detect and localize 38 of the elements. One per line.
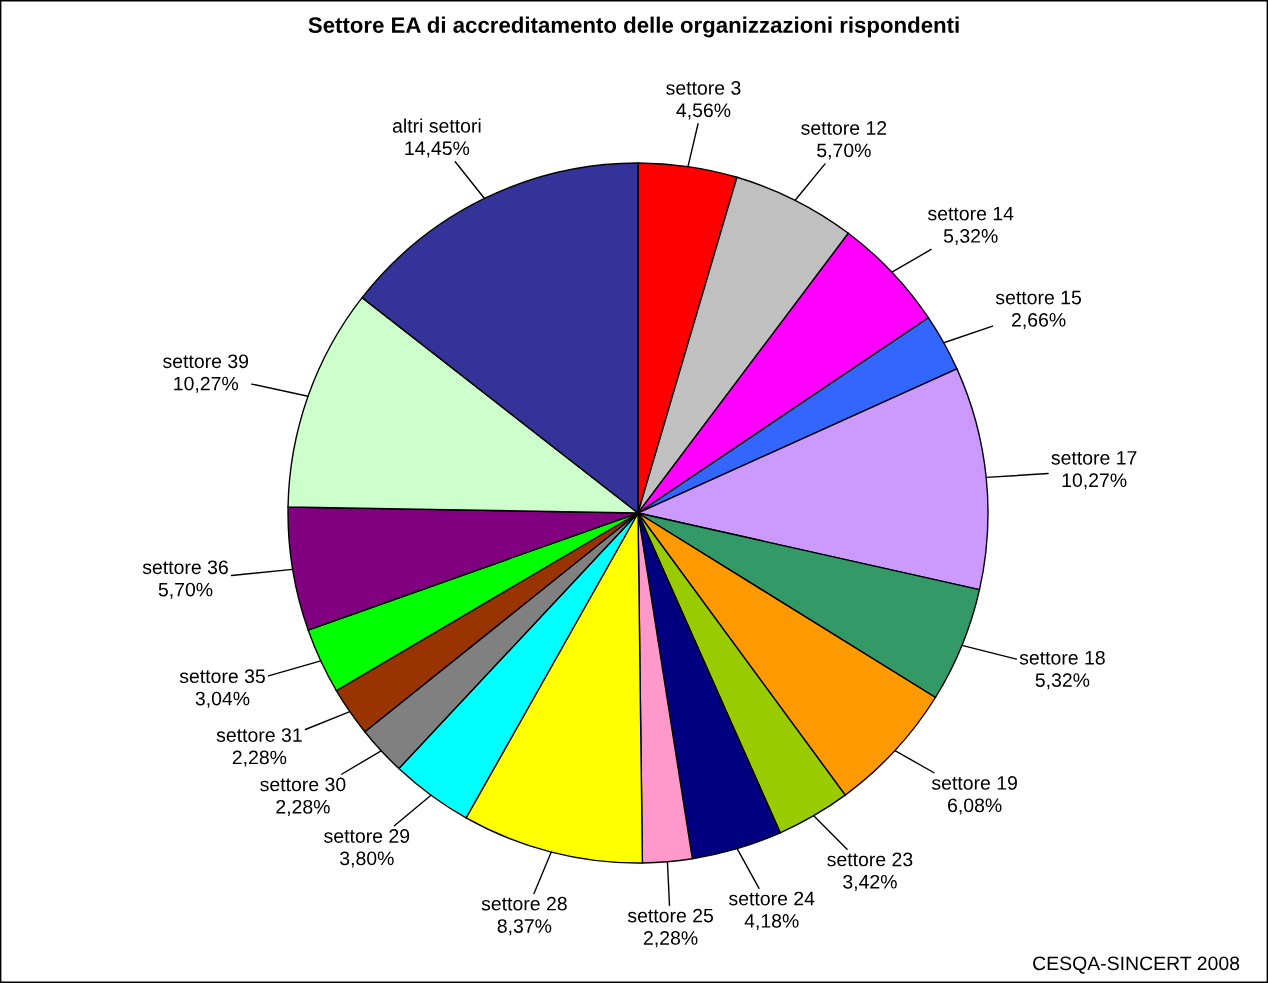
data-label: 4,18% <box>744 914 799 931</box>
data-label: 3,80% <box>340 851 394 868</box>
data-label: 4,56% <box>676 103 731 120</box>
slice-label: settore 29 <box>324 829 410 843</box>
data-label: 2,66% <box>1011 312 1066 330</box>
slice-label: settore 28 <box>481 896 567 911</box>
data-label: 5,70% <box>817 143 871 160</box>
data-label: 10,27% <box>1062 473 1127 490</box>
slice-label: settore 24 <box>729 891 815 906</box>
chart-title: Settore EA di accreditamento delle organizzazioni rispondenti <box>308 16 959 38</box>
slice-label: settore 18 <box>1019 650 1105 665</box>
slice-label: settore 25 <box>627 908 714 923</box>
slice-label: settore 23 <box>827 852 913 867</box>
slice-label: settore 31 <box>216 728 302 742</box>
slice-label: settore 39 <box>163 354 249 369</box>
slice-label: settore 30 <box>260 777 346 792</box>
slice-label: settore 36 <box>142 560 228 575</box>
data-label: 10,27% <box>174 376 239 393</box>
slice-label: settore 19 <box>931 776 1017 790</box>
slice-label: settore 3 <box>666 81 741 95</box>
data-label: 14,45% <box>405 141 470 158</box>
slice-label: settore 14 <box>928 206 1014 221</box>
data-label: 2,28% <box>276 799 330 816</box>
data-label: 2,28% <box>232 750 287 767</box>
slice-label: settore 17 <box>1051 451 1137 465</box>
data-label: 2,28% <box>643 931 698 948</box>
data-label: 3,04% <box>195 691 250 708</box>
data-label: 8,37% <box>497 919 552 936</box>
data-label: 6,08% <box>948 798 1002 815</box>
text: CESQA-SINCERT 2008 <box>1033 956 1240 974</box>
slice-label: settore 15 <box>995 290 1081 305</box>
slice-label: altri settori <box>392 118 481 133</box>
data-label: 5,32% <box>1035 673 1090 690</box>
data-label: 5,70% <box>158 582 213 599</box>
data-label: 3,42% <box>843 874 897 891</box>
slice-label: settore 35 <box>179 669 265 684</box>
data-label: 5,32% <box>943 229 998 246</box>
slice-label: settore 12 <box>801 121 887 135</box>
